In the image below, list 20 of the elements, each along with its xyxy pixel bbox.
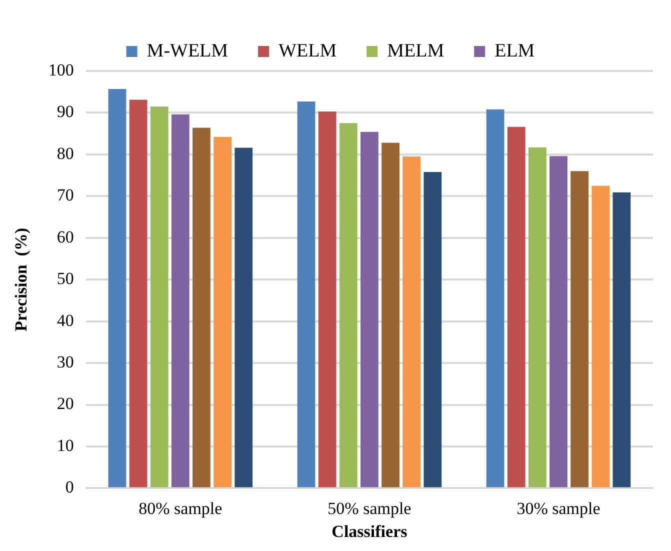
y-tick-label: 70: [56, 186, 74, 205]
legend-label: WELM: [278, 40, 337, 62]
x-axis-title: Classifiers: [332, 522, 408, 542]
y-tick-label: 0: [65, 478, 74, 497]
y-tick-label: 10: [56, 436, 74, 455]
y-tick-label: 80: [56, 144, 74, 163]
y-tick-label: 20: [56, 394, 74, 414]
y-tick-label: 60: [56, 227, 74, 246]
legend-label: M-WELM: [146, 40, 228, 62]
x-tick-label: 50% sample: [328, 498, 412, 518]
x-tick-label: 30% sample: [516, 498, 600, 518]
x-tick-label: 80% sample: [138, 498, 222, 518]
y-tick-label: 50: [56, 269, 74, 288]
y-tick-label: 40: [56, 310, 74, 330]
legend-label: MELM: [387, 40, 444, 62]
y-tick-label: 90: [56, 102, 74, 122]
y-tick-label: 100: [48, 60, 74, 80]
legend-label: ELM: [494, 40, 535, 62]
y-tick-label: 30: [56, 352, 74, 372]
y-axis-title: Precision (%): [12, 228, 31, 332]
